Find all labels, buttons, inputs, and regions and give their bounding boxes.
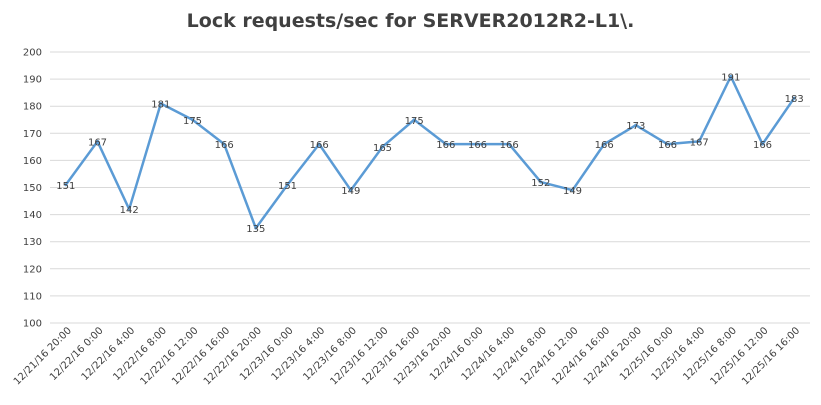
- data-label: 142: [120, 205, 139, 216]
- data-point: [191, 118, 194, 122]
- data-label: 175: [405, 116, 424, 127]
- data-point: [697, 139, 701, 143]
- data-point: [444, 142, 448, 146]
- data-label: 135: [246, 224, 265, 235]
- data-point: [729, 74, 733, 78]
- data-label: 173: [626, 121, 645, 132]
- chart-title: Lock requests/sec for SERVER2012R2-L1\.: [186, 10, 635, 32]
- data-label: 191: [721, 72, 740, 83]
- data-point: [539, 180, 543, 184]
- data-label: 151: [278, 181, 297, 192]
- y-tick-label: 130: [23, 237, 42, 248]
- x-tick-label: 12/22/16 16:00: [170, 325, 232, 387]
- data-label: 149: [563, 186, 582, 197]
- y-tick-label: 110: [23, 291, 42, 302]
- data-label: 152: [531, 178, 550, 189]
- data-point: [96, 139, 99, 143]
- x-tick-label: 12/25/16 16:00: [740, 325, 802, 387]
- data-point: [761, 142, 764, 146]
- data-point: [602, 142, 606, 146]
- y-tick-label: 190: [23, 75, 42, 86]
- data-label: 149: [341, 186, 360, 197]
- x-tick-label: 12/24/16 16:00: [550, 325, 612, 387]
- y-tick-label: 120: [23, 264, 42, 275]
- y-tick-label: 140: [23, 210, 42, 221]
- data-point: [254, 226, 258, 230]
- data-point: [412, 118, 416, 122]
- y-tick-label: 170: [23, 129, 42, 140]
- data-label: 167: [88, 137, 107, 148]
- x-tick-label: 12/22/16 20:00: [202, 325, 264, 387]
- x-tick-label: 12/24/16 12:00: [518, 325, 580, 387]
- y-tick-label: 150: [23, 183, 42, 194]
- data-label: 166: [436, 140, 455, 151]
- data-label: 166: [658, 140, 677, 151]
- data-label: 151: [56, 181, 75, 192]
- data-point: [222, 142, 226, 146]
- data-label: 166: [500, 140, 519, 151]
- data-point: [666, 142, 669, 146]
- data-label: 181: [151, 99, 170, 110]
- data-point: [317, 142, 321, 146]
- y-tick-label: 160: [23, 156, 42, 167]
- data-point: [349, 188, 353, 192]
- data-point: [571, 188, 574, 192]
- y-tick-label: 100: [23, 319, 42, 330]
- x-tick-label: 12/23/16 12:00: [328, 325, 390, 387]
- x-tick-label: 12/21/16 20:00: [12, 325, 74, 387]
- data-point: [381, 145, 384, 149]
- y-tick-label: 180: [23, 102, 42, 113]
- data-label: 183: [785, 94, 804, 105]
- data-point: [127, 207, 131, 211]
- data-label: 166: [310, 140, 329, 151]
- data-point: [286, 183, 289, 187]
- x-tick-label: 12/24/16 20:00: [582, 325, 644, 387]
- data-label: 166: [595, 140, 614, 151]
- data-label: 166: [468, 140, 487, 151]
- data-point: [634, 123, 638, 127]
- x-tick-label: 12/23/16 20:00: [392, 325, 454, 387]
- data-label: 166: [215, 140, 234, 151]
- x-tick-label: 12/25/16 12:00: [708, 325, 770, 387]
- series-line: [64, 75, 796, 230]
- x-tick-label: 12/22/16 12:00: [138, 325, 200, 387]
- data-point: [476, 142, 479, 146]
- data-label: 166: [753, 140, 772, 151]
- data-point: [64, 183, 68, 187]
- data-label: 167: [690, 137, 709, 148]
- data-point: [507, 142, 511, 146]
- data-point: [159, 101, 163, 105]
- data-point: [792, 96, 796, 100]
- x-tick-label: 12/23/16 16:00: [360, 325, 422, 387]
- data-label: 165: [373, 143, 392, 154]
- y-tick-label: 200: [23, 48, 42, 59]
- data-label: 175: [183, 116, 202, 127]
